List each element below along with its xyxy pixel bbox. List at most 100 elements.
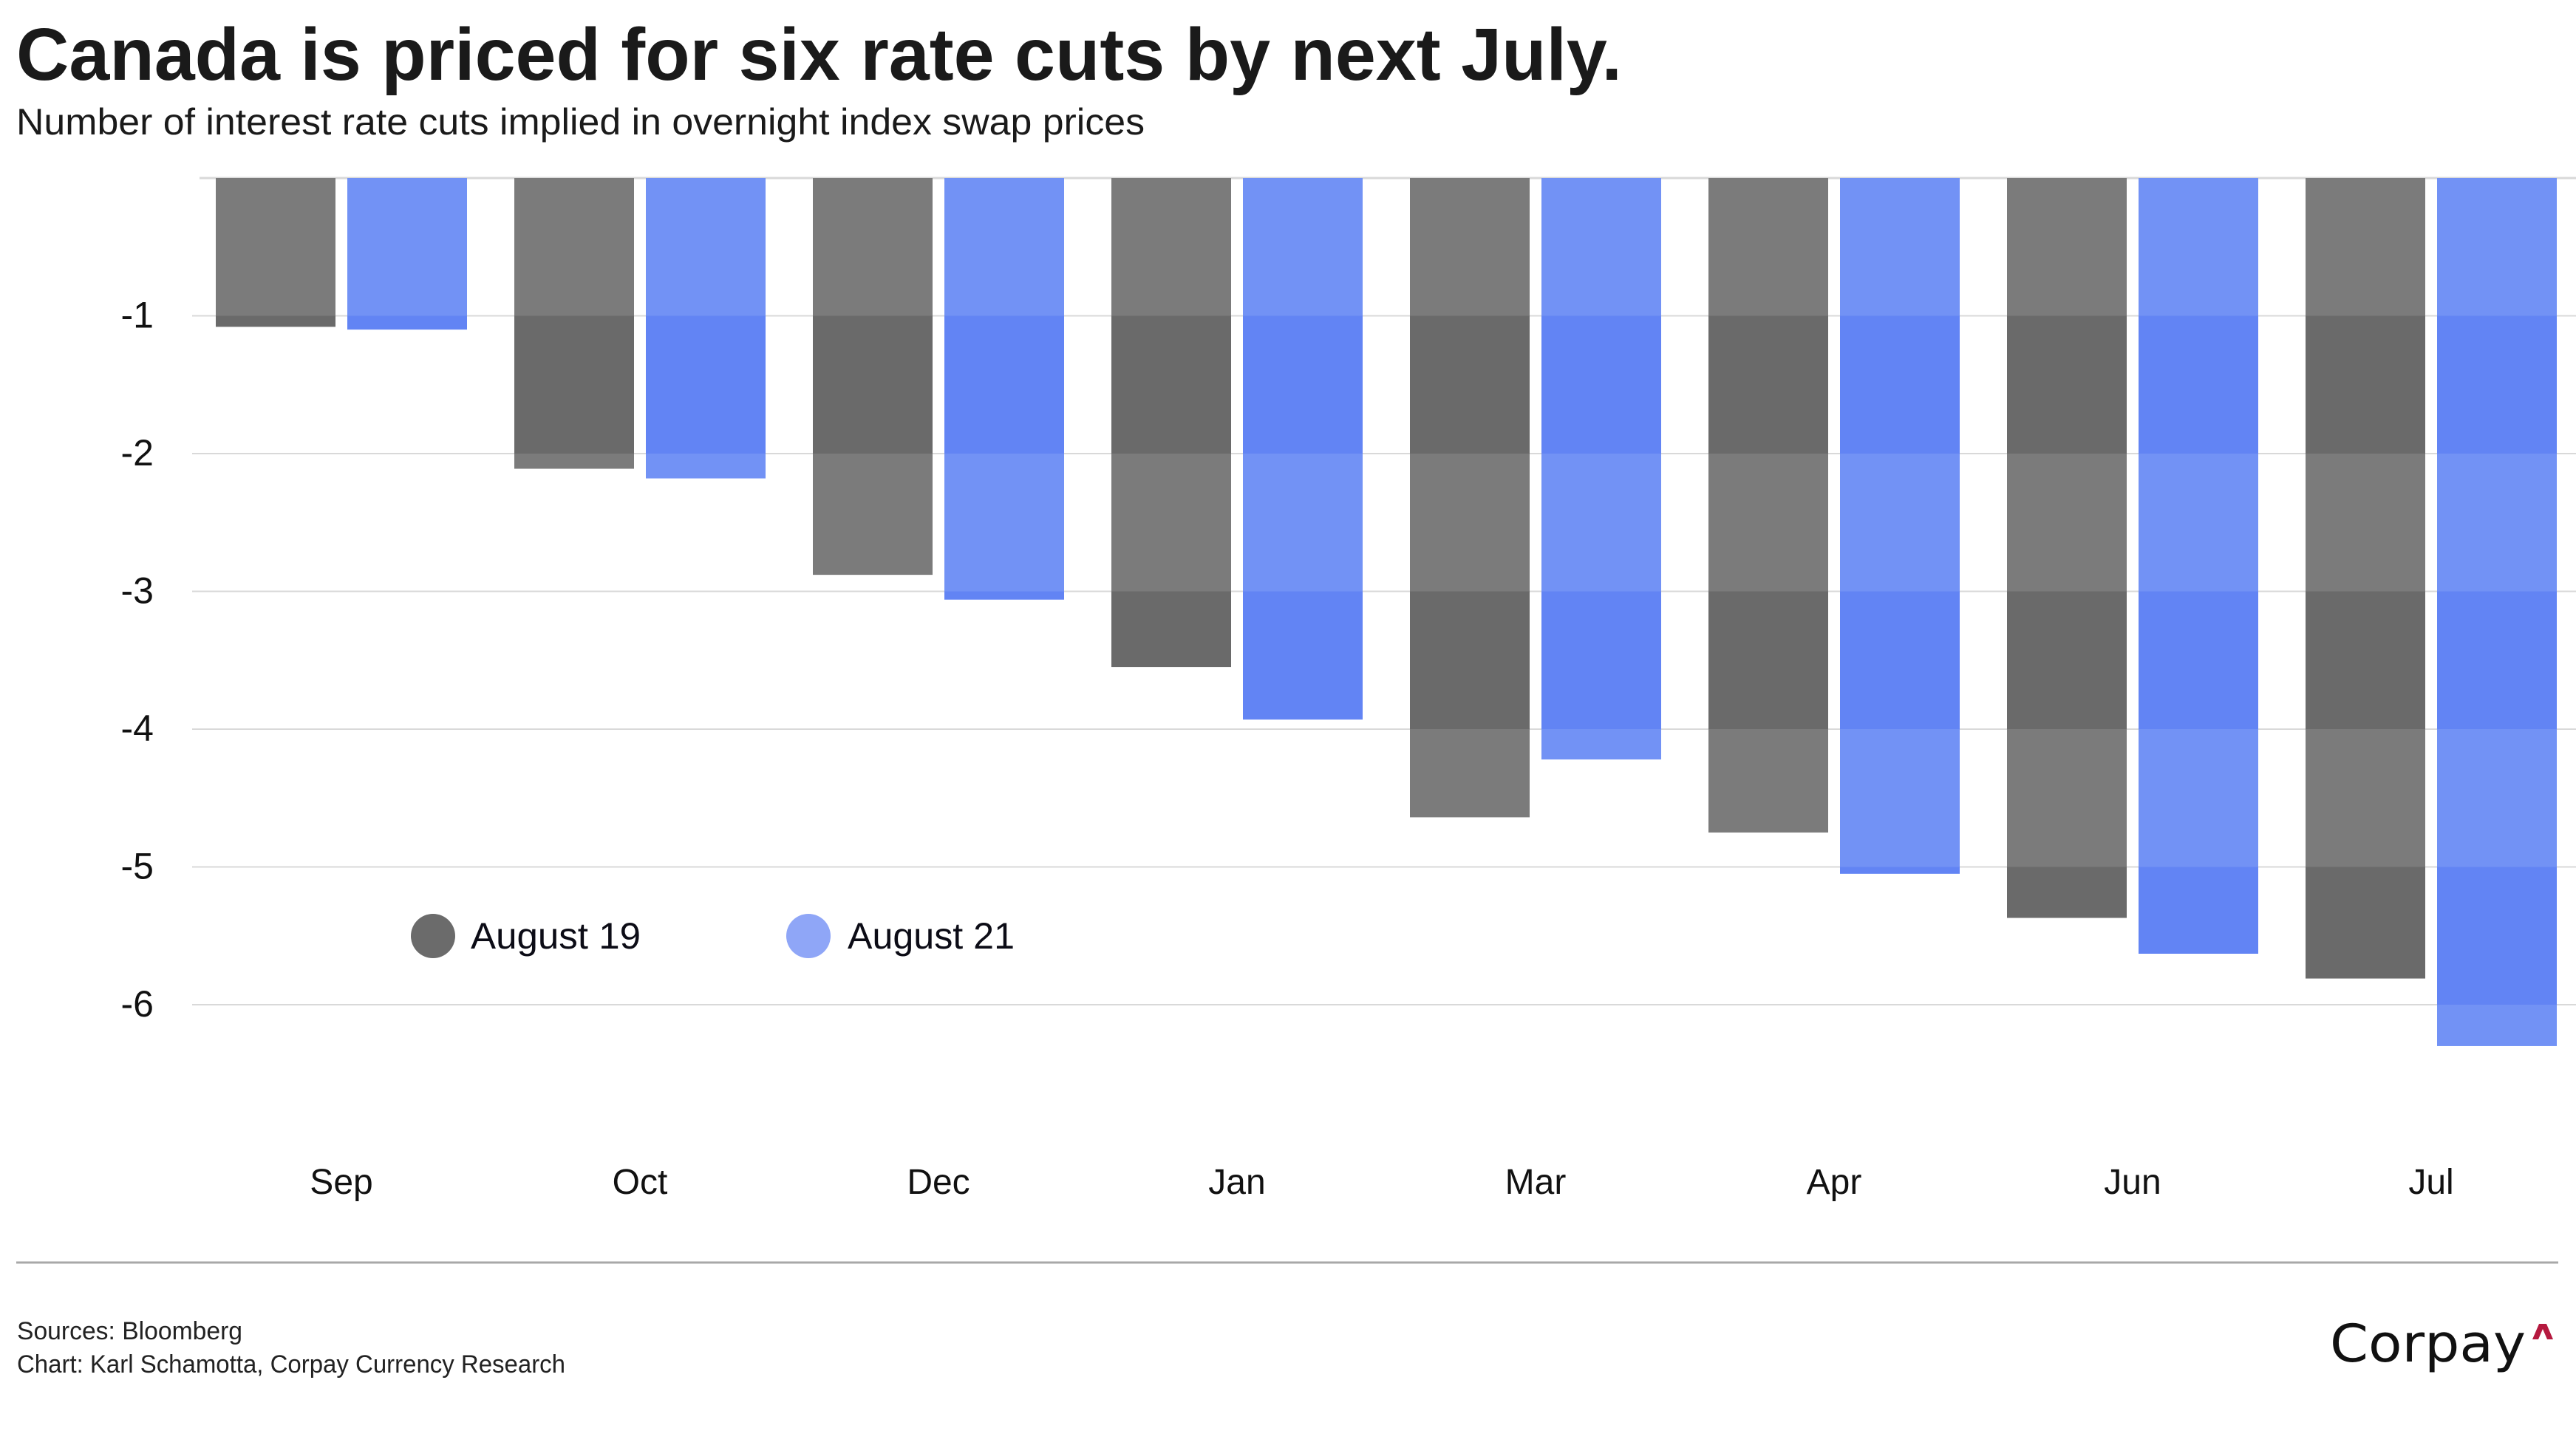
legend-label-august-19: August 19 <box>471 915 641 957</box>
sources-note: Sources: Bloomberg <box>17 1317 242 1345</box>
bar-segment <box>2306 315 2425 454</box>
bar-segment <box>2306 454 2425 592</box>
bar-segment <box>2139 178 2258 316</box>
bar-segment <box>1111 454 1231 592</box>
y-axis: -1 -2 -3 -4 -5 -6 <box>121 295 154 1025</box>
x-tick-label: Jan <box>1208 1163 1265 1202</box>
bar-segment <box>813 315 933 454</box>
bar-segment <box>1410 591 1530 729</box>
bar-oct-august-19[interactable] <box>514 178 634 469</box>
bar-segment <box>2437 867 2557 1005</box>
bar-segment <box>944 178 1064 316</box>
bar-segment <box>1111 178 1231 316</box>
bar-segment <box>1410 315 1530 454</box>
bar-segment <box>347 178 467 316</box>
bar-segment <box>1410 729 1530 818</box>
x-tick-label: Sep <box>310 1163 372 1202</box>
bar-segment <box>216 178 335 316</box>
bar-segment <box>1840 315 1960 454</box>
x-axis: Sep Oct Dec Jan Mar Apr Jun Jul <box>310 1163 2453 1202</box>
bar-segment <box>1541 591 1661 729</box>
bar-segment <box>1708 591 1828 729</box>
bar-jun-august-21[interactable] <box>2139 178 2258 954</box>
bar-segment <box>2139 591 2258 729</box>
bar-segment <box>1243 315 1363 454</box>
bar-sep-august-21[interactable] <box>347 178 467 330</box>
bar-segment <box>1111 591 1231 668</box>
bar-segment <box>1840 178 1960 316</box>
x-tick-label: Mar <box>1505 1163 1567 1202</box>
bar-segment <box>1243 178 1363 316</box>
bar-mar-august-19[interactable] <box>1410 178 1530 818</box>
legend: August 19 August 21 <box>411 914 1015 958</box>
bar-jan-august-21[interactable] <box>1243 178 1363 720</box>
chart-title: Canada is priced for six rate cuts by ne… <box>16 13 1622 96</box>
bar-segment <box>813 454 933 575</box>
bar-mar-august-21[interactable] <box>1541 178 1661 760</box>
bar-apr-august-21[interactable] <box>1840 178 1960 874</box>
bar-jan-august-19[interactable] <box>1111 178 1231 668</box>
y-tick-label: -3 <box>121 570 154 612</box>
bar-dec-august-21[interactable] <box>944 178 1064 600</box>
y-tick-label: -5 <box>121 846 154 887</box>
bar-segment <box>2437 178 2557 316</box>
bar-segment <box>646 454 766 479</box>
bar-segment <box>2007 454 2127 592</box>
bar-segment <box>2139 867 2258 954</box>
bar-segment <box>2306 591 2425 729</box>
bar-segment <box>216 315 335 327</box>
bar-segment <box>1840 454 1960 592</box>
bar-segment <box>1541 729 1661 760</box>
legend-item-august-19[interactable]: August 19 <box>411 914 641 958</box>
legend-swatch-august-21 <box>786 914 831 958</box>
bar-segment <box>1708 454 1828 592</box>
bar-segment <box>2306 867 2425 979</box>
bar-segment <box>646 178 766 316</box>
bar-oct-august-21[interactable] <box>646 178 766 479</box>
x-tick-label: Dec <box>907 1163 970 1202</box>
bar-jun-august-19[interactable] <box>2007 178 2127 918</box>
bar-dec-august-19[interactable] <box>813 178 933 575</box>
bar-segment <box>1840 867 1960 874</box>
bar-segment <box>514 315 634 454</box>
bar-segment <box>514 454 634 469</box>
bar-segment <box>2007 315 2127 454</box>
chart-credit: Chart: Karl Schamotta, Corpay Currency R… <box>17 1350 565 1379</box>
bar-segment <box>2007 867 2127 918</box>
legend-item-august-21[interactable]: August 21 <box>786 914 1015 958</box>
bar-apr-august-19[interactable] <box>1708 178 1828 833</box>
bar-segment <box>2139 315 2258 454</box>
bar-segment <box>944 591 1064 600</box>
y-tick-label: -6 <box>121 983 154 1025</box>
x-tick-label: Jul <box>2408 1163 2453 1202</box>
bar-segment <box>1708 315 1828 454</box>
corpay-logo: Corpay <box>2330 1314 2553 1374</box>
bar-sep-august-19[interactable] <box>216 178 335 327</box>
bar-segment <box>1243 591 1363 720</box>
bar-segment <box>514 178 634 316</box>
bar-jul-august-21[interactable] <box>2437 178 2557 1046</box>
bar-segment <box>2437 729 2557 867</box>
bar-jul-august-19[interactable] <box>2306 178 2425 979</box>
bar-segment <box>2306 178 2425 316</box>
bar-segment <box>2437 1005 2557 1046</box>
y-tick-label: -2 <box>121 432 154 474</box>
bar-segment <box>2437 315 2557 454</box>
legend-swatch-august-19 <box>411 914 455 958</box>
bar-segment <box>1541 454 1661 592</box>
bar-segment <box>1840 729 1960 867</box>
bar-segment <box>1708 729 1828 833</box>
y-tick-label: -1 <box>121 295 154 336</box>
bar-segment <box>2139 454 2258 592</box>
x-tick-label: Jun <box>2104 1163 2161 1202</box>
bar-segment <box>813 178 933 316</box>
bar-segment <box>1111 315 1231 454</box>
bar-segment <box>646 315 766 454</box>
bar-segment <box>1410 454 1530 592</box>
bar-segment <box>1243 454 1363 592</box>
bar-segment <box>1708 178 1828 316</box>
caret-up-icon <box>2532 1324 2553 1339</box>
bar-segment <box>347 315 467 330</box>
x-tick-label: Apr <box>1807 1163 1862 1202</box>
